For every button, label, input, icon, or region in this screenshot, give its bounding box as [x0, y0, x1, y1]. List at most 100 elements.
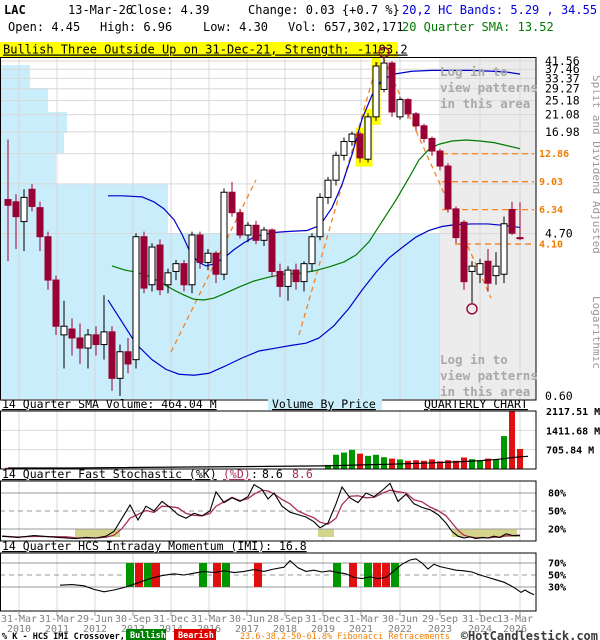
date-year-label: 2011 — [45, 624, 69, 635]
bullish-candle — [260, 229, 268, 241]
volume-bar — [517, 448, 523, 469]
login-line: in this area — [440, 96, 530, 111]
bullish-candle — [188, 234, 196, 286]
volume-bar — [477, 460, 483, 469]
bearish-candle — [252, 224, 260, 241]
date-label: 29-Sep — [422, 614, 458, 625]
volume-bar — [445, 460, 451, 469]
bearish-badge — [174, 629, 216, 640]
bearish-candle — [28, 188, 36, 207]
bearish-candle — [68, 328, 76, 339]
main-price-panel — [0, 46, 537, 401]
login-line: Log in to — [440, 64, 508, 79]
date-label: 31-Dec — [305, 614, 341, 625]
volume-by-price-bar — [0, 233, 440, 399]
momentum-panel: 70%50%30% — [0, 552, 566, 612]
bullish-crossover-bar — [333, 563, 341, 587]
stoch-d-value: 8.6 — [292, 467, 313, 481]
bullish-candle — [84, 334, 92, 349]
bullish-candle — [316, 196, 324, 238]
login-overlay-top[interactable]: Log in to view patterns in this area — [440, 64, 538, 111]
close-value: Close: 4.39 — [130, 3, 209, 17]
bearish-candle — [12, 201, 20, 218]
price-axis-label: 29.27 — [545, 82, 580, 96]
volume-axis-label: 2117.51 M — [546, 407, 600, 418]
stoch-k-line — [1, 482, 521, 540]
fib-axis-label: 6.34 — [539, 205, 563, 216]
low-value: Low: 4.30 — [203, 20, 268, 34]
bullish-candle — [476, 263, 484, 275]
date-year-label: 2012 — [83, 624, 107, 635]
bullish-candle — [332, 154, 340, 181]
change-value: Change: 0.03 {+0.7 %} — [248, 3, 400, 17]
price-axis-label: 25.18 — [545, 94, 580, 108]
volume-by-price-bar — [0, 184, 168, 233]
imi-title: 14 Quarter HCS Intraday Momentum (IMI): … — [2, 539, 307, 553]
bullish-candle — [500, 223, 508, 275]
footer-legend: % K - HCS IMI Crossover, Bullish Bearish… — [2, 629, 598, 640]
hc-upper-band — [108, 69, 521, 267]
bullish-badge — [126, 629, 166, 640]
date-year-label: 2017 — [235, 624, 259, 635]
oversold-zone — [452, 529, 517, 537]
bearish-crossover-bar — [373, 563, 381, 587]
bearish-candle — [508, 208, 516, 234]
volume-bar — [469, 459, 475, 469]
bullish-candle — [364, 116, 372, 160]
price-axis-label: 16.98 — [545, 125, 580, 139]
bullish-crossover-bar — [144, 563, 152, 587]
volume-bar — [349, 449, 355, 469]
bearish-candle — [108, 331, 116, 379]
date-year-label: 2021 — [349, 624, 373, 635]
volume-bar — [333, 454, 339, 469]
bearish-candle — [124, 351, 132, 365]
date-label: 31-Mar — [343, 614, 379, 625]
bullish-candle — [348, 133, 356, 143]
bearish-crossover-bar — [254, 563, 262, 587]
stochastic-panel: 80% 50% 20% — [0, 480, 566, 542]
stoch-title: 14 Quarter Fast Stochastic (%K) — [2, 467, 217, 481]
fib-axis-label: 12.86 — [539, 149, 569, 160]
bullish-badge-label: Bullish — [130, 630, 166, 640]
bearish-crossover-bar — [349, 563, 357, 587]
bearish-crossover-bar — [135, 563, 143, 587]
bullish-crossover-bar — [199, 563, 207, 587]
bearish-candle — [404, 99, 412, 115]
bullish-candle — [148, 246, 156, 286]
vbp-label-bg — [268, 398, 382, 410]
volume-bar — [453, 460, 459, 469]
bullish-candle — [468, 265, 476, 272]
bearish-candle — [228, 191, 236, 214]
bearish-badge-label: Bearish — [178, 630, 214, 640]
date-label: 31-Dec — [153, 614, 189, 625]
stoch-panel-border — [0, 480, 537, 542]
fib-axis-label: 4.10 — [539, 240, 563, 251]
bullish-candle — [60, 325, 68, 336]
login-overlay-bottom[interactable]: Log in to view patterns in this area — [440, 352, 538, 399]
bullish-candle — [244, 224, 252, 236]
bullish-candle — [100, 331, 108, 346]
volume-bar — [501, 436, 507, 469]
oversold-zone — [75, 529, 120, 537]
imi-axis-label: 50% — [548, 571, 566, 582]
bullish-candle — [380, 62, 388, 90]
bearish-candle — [44, 236, 52, 281]
adjusted-axis-label: Split and Dividend Adjusted — [590, 75, 600, 254]
date-year-label: 2018 — [273, 624, 297, 635]
bearish-candle — [516, 237, 524, 240]
bearish-candle — [4, 199, 12, 206]
login-line: view patterns — [440, 80, 538, 95]
volume-panel-header: 14 Quarter SMA Volume: 464.04 M Volume B… — [2, 397, 528, 411]
volume-bar — [461, 457, 467, 469]
volume-bar — [485, 458, 491, 469]
bullish-candle — [372, 65, 380, 118]
bullish-candle — [164, 272, 172, 286]
price-axis-label: 4.70 — [545, 226, 573, 240]
vbp-label: Volume By Price — [272, 397, 376, 411]
high-value: High: 6.96 — [100, 20, 172, 34]
volume-bar — [365, 455, 371, 469]
bearish-candle — [460, 221, 468, 283]
volume-by-price-bar — [0, 112, 67, 133]
bearish-candle — [436, 150, 444, 167]
